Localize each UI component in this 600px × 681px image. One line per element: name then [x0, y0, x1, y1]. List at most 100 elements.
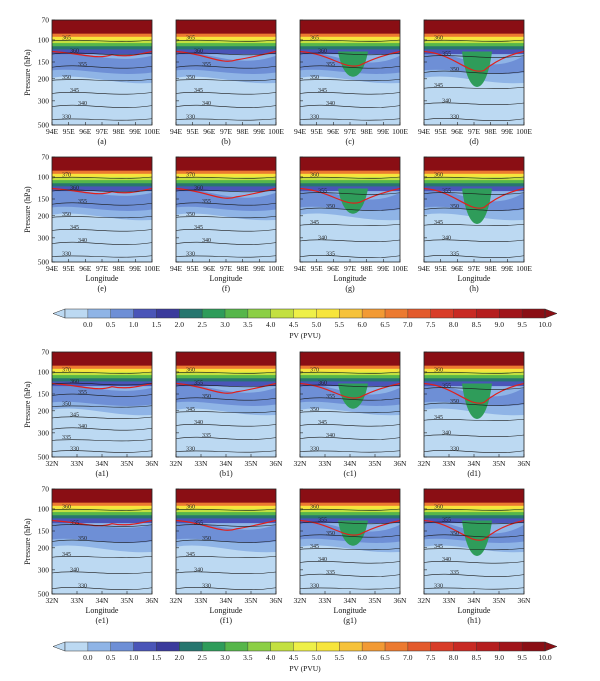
- pv-layer: [300, 43, 400, 47]
- pv-layer: [52, 512, 152, 516]
- isentrope-line: [424, 55, 524, 58]
- pv-layer: [176, 43, 276, 47]
- colorbar-cell: [385, 309, 409, 318]
- isentrope-label: 350: [450, 531, 459, 537]
- x-tick-label: 96E: [327, 264, 340, 273]
- panel-label: (c): [346, 137, 355, 146]
- panel: 370 360 355 350 345 340 330 94E 95E 96E 97E 98E 99E 1…: [170, 156, 284, 293]
- x-tick-label: 98E: [237, 264, 250, 273]
- pv-layer: [300, 515, 400, 519]
- isentrope-label: 360: [194, 49, 203, 55]
- isentrope-line: [300, 192, 400, 195]
- x-axis-title: Longitude: [210, 606, 243, 615]
- top-panel-group: 3653603553503453403307010015020030050094…: [23, 16, 532, 294]
- pv-layer: [52, 33, 152, 38]
- pv-2pvu-contour: [52, 519, 152, 527]
- isentrope-line: [176, 571, 276, 574]
- isentrope-label: 330: [186, 446, 195, 452]
- panel-label: (a): [98, 137, 107, 146]
- y-tick-label: 70: [42, 153, 50, 162]
- x-tick-label: 35N: [245, 459, 259, 468]
- panel-label: (h1): [467, 616, 481, 625]
- isentrope-label: 340: [442, 431, 451, 437]
- isentrope-line: [300, 104, 400, 108]
- isentrope-label: 350: [62, 75, 71, 81]
- isentrope-line: [176, 508, 276, 511]
- panel-plot-area: 360 355 350 345 340 335 330: [424, 489, 524, 594]
- x-tick-label: 97E: [220, 264, 233, 273]
- colorbar-tick-label: 7.0: [403, 320, 413, 329]
- pv-field-low: [52, 213, 152, 262]
- x-tick-label: 95E: [63, 127, 76, 136]
- x-tick-label: 99E: [253, 127, 266, 136]
- y-tick-label: 500: [38, 258, 50, 267]
- pv-layer: [52, 515, 152, 519]
- colorbar-cell: [385, 642, 409, 651]
- pv-layer: [424, 512, 524, 516]
- isentrope-label: 345: [434, 415, 443, 421]
- y-axis-title: Pressure (hPa): [23, 186, 32, 233]
- panel: 370 360 355 350 345 340 335 330 70 100 150 200 300 50…: [23, 348, 159, 479]
- colorbar-cell: [179, 642, 203, 651]
- colorbar-cell: [52, 308, 66, 319]
- isentrope-label: 345: [318, 420, 327, 426]
- x-tick-label: 33N: [443, 596, 457, 605]
- isentrope-label: 340: [194, 568, 203, 574]
- pv-layer: [424, 157, 524, 172]
- colorbar-tick-label: 8.0: [449, 320, 459, 329]
- pv-layer: [52, 378, 152, 382]
- pv-layer: [424, 20, 524, 35]
- colorbar-cell: [133, 642, 157, 651]
- isentrope-line: [424, 434, 524, 437]
- x-tick-label: 34N: [468, 596, 482, 605]
- colorbar-cell: [156, 309, 180, 318]
- colorbar-tick-label: 3.0: [220, 653, 230, 662]
- isentrope-label: 360: [434, 36, 443, 42]
- pv-layer: [300, 368, 400, 373]
- x-tick-label: 97E: [96, 264, 109, 273]
- colorbar-tick-label: 10.0: [538, 320, 551, 329]
- isentrope-line: [52, 52, 152, 56]
- x-tick-label: 99E: [129, 127, 142, 136]
- pv-layer: [424, 46, 524, 50]
- pv-layer: [424, 39, 524, 44]
- isentrope-label: 355: [442, 188, 451, 194]
- pv-layer: [424, 378, 524, 382]
- isentrope-label: 355: [194, 381, 203, 387]
- isentrope-line: [52, 393, 152, 397]
- colorbar-cell: [476, 309, 500, 318]
- pv-field-low: [176, 408, 276, 457]
- panel-label: (f): [222, 284, 230, 293]
- pv-layer: [176, 502, 276, 507]
- isentrope-line: [300, 79, 400, 82]
- colorbar-tick-label: 9.5: [517, 320, 527, 329]
- colorbar-tick-label: 1.0: [129, 653, 139, 662]
- colorbar-cell: [476, 642, 500, 651]
- x-axis-title: Longitude: [458, 274, 491, 283]
- pv-intrusion: [338, 51, 368, 77]
- pv-layer: [52, 39, 152, 44]
- colorbar-tick-label: 5.5: [335, 320, 345, 329]
- colorbar-cell: [110, 642, 134, 651]
- isentrope-line: [424, 192, 524, 195]
- pv-layer: [176, 157, 276, 172]
- pv-layer: [52, 43, 152, 47]
- pv-layer: [52, 183, 152, 187]
- isentrope-label: 350: [450, 204, 459, 210]
- pv-layer: [300, 378, 400, 382]
- isentrope-line: [300, 397, 400, 401]
- x-tick-label: 94E: [46, 264, 59, 273]
- x-tick-label: 97E: [96, 127, 109, 136]
- colorbar-tick-label: 8.5: [472, 320, 482, 329]
- x-tick-label: 36N: [270, 459, 284, 468]
- isentrope-line: [176, 555, 276, 558]
- pv-layer: [52, 180, 152, 184]
- pv-layer: [300, 352, 400, 367]
- x-axis-title: Longitude: [86, 606, 119, 615]
- pv-field-low: [176, 76, 276, 125]
- colorbar-tick-label: 3.0: [220, 320, 230, 329]
- x-axis-title: Longitude: [458, 606, 491, 615]
- colorbar-cell: [202, 642, 226, 651]
- isentrope-line: [300, 521, 400, 525]
- colorbar-title: PV (PVU): [289, 331, 321, 340]
